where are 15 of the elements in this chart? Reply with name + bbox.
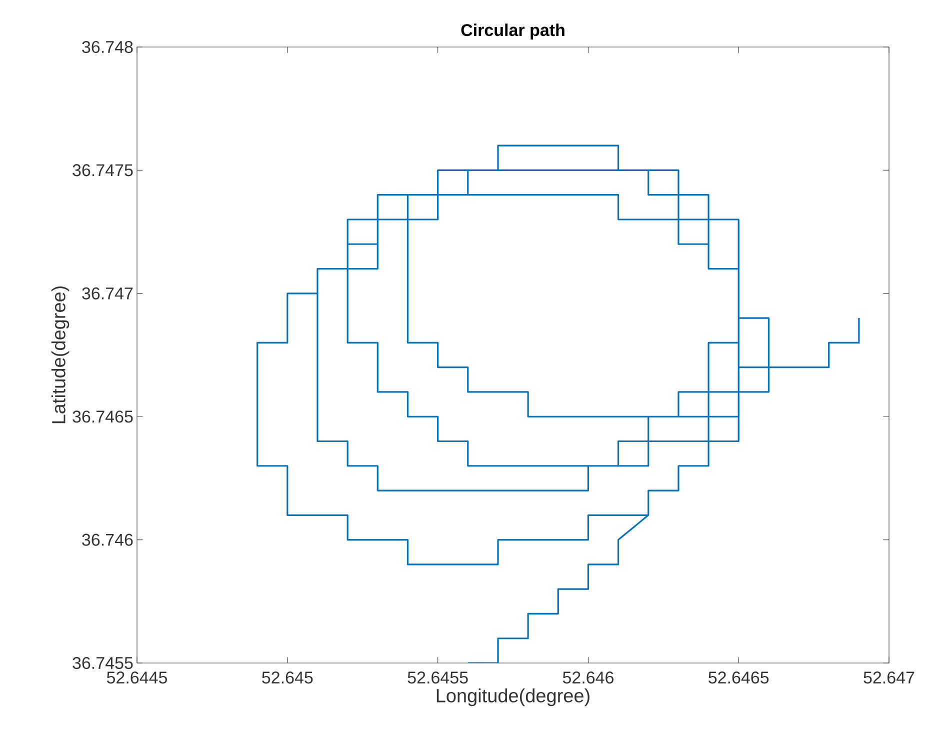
x-tick-label: 52.646 — [562, 672, 614, 684]
x-tick-label: 52.6455 — [408, 672, 468, 684]
x-tick-label: 52.645 — [262, 672, 313, 684]
y-tick-label: 36.7465 — [72, 410, 133, 423]
y-tick-label: 36.748 — [82, 40, 133, 54]
y-tick-label: 36.7455 — [72, 656, 133, 670]
x-tick-label: 52.647 — [864, 672, 914, 684]
y-axis-title: Latitude(degree) — [51, 286, 70, 424]
x-tick-label: 52.6445 — [106, 672, 167, 684]
y-tick-label: 36.7475 — [72, 164, 133, 176]
y-tick-label: 36.747 — [82, 287, 133, 300]
y-tick-label: 36.746 — [82, 534, 133, 546]
chart-title: Circular path — [461, 24, 564, 40]
x-axis-title: Longitude(degree) — [436, 688, 590, 706]
x-tick-label: 52.6465 — [708, 672, 769, 684]
